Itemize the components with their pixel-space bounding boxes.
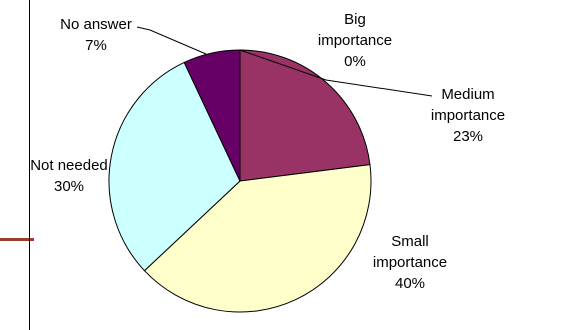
leader-line-no-answer — [136, 26, 207, 55]
pie-slice-not-needed — [108, 61, 241, 272]
slice-value-small: 40% — [395, 275, 425, 292]
slice-label-big-line2: importance — [318, 32, 392, 49]
chart-frame — [29, 0, 583, 330]
slice-label-big-line1: Big — [344, 11, 366, 28]
pie-slice-no-answer — [183, 49, 241, 182]
slice-label-small-line2: importance — [373, 254, 447, 271]
slice-value-no-answer: 7% — [85, 37, 107, 54]
slice-label-small-line1: Small — [391, 233, 429, 250]
leader-line-big — [239, 49, 433, 97]
slice-label-medium-line1: Medium — [441, 86, 494, 103]
pie-slice-medium — [239, 49, 371, 182]
pie-slices — [108, 49, 372, 313]
slice-value-not-needed: 30% — [54, 178, 84, 195]
slice-value-big: 0% — [344, 53, 366, 70]
slice-label-no-answer: No answer — [60, 16, 132, 33]
accent-divider-line — [0, 238, 34, 241]
slice-label-medium-line2: importance — [431, 107, 505, 124]
leader-lines — [136, 26, 433, 97]
slice-value-medium: 23% — [453, 128, 483, 145]
slice-label-not-needed: Not needed — [30, 157, 108, 174]
pie-slice-small — [143, 164, 372, 313]
